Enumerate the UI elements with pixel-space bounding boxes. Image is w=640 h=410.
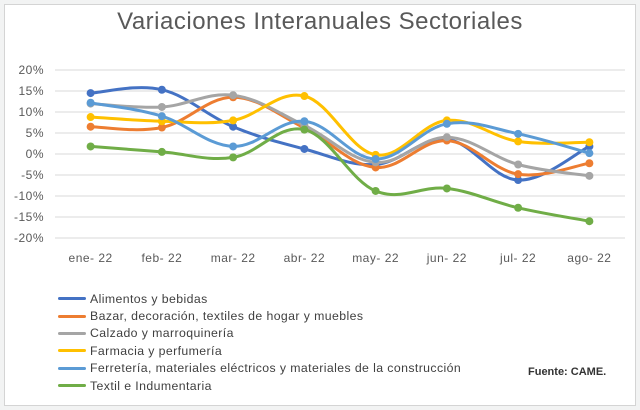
chart-frame [4,4,636,406]
y-tick-label: -15% [14,210,44,224]
legend-label: Alimentos y bebidas [90,291,208,306]
data-point [86,122,95,131]
data-point [300,125,309,134]
legend-item: Calzado y marroquinería [58,325,461,342]
legend-swatch [58,331,86,335]
data-point [157,123,166,132]
x-tick-label: feb- 22 [141,251,182,265]
x-tick-label: jun- 22 [426,251,467,265]
data-point [514,203,523,212]
data-point [229,91,238,100]
source-note: Fuente: CAME. [528,366,607,378]
data-point [442,133,451,142]
data-point [229,122,238,131]
y-tick-label: -10% [14,189,44,203]
legend-item: Ferretería, materiales eléctricos y mate… [58,360,461,377]
y-tick-label: 10% [18,105,44,119]
x-tick-label: mar- 22 [211,251,256,265]
data-point [585,159,594,168]
legend-swatch [58,384,86,388]
legend-swatch [58,366,86,370]
y-tick-label: -20% [14,231,44,245]
data-point [371,186,380,195]
data-point [229,142,238,151]
data-point [86,98,95,107]
legend-item: Alimentos y bebidas [58,290,461,307]
data-point [300,117,309,126]
data-point [514,176,523,185]
legend-swatch [58,297,86,301]
data-point [157,147,166,156]
data-point [514,137,523,146]
x-tick-label: ene- 22 [69,251,113,265]
data-point [514,170,523,179]
series-line [89,93,591,178]
data-point [157,102,166,111]
data-point [229,116,238,125]
legend: Alimentos y bebidas Bazar, decoración, te… [58,290,461,394]
data-point [157,112,166,121]
data-point [86,113,95,122]
data-point [300,92,309,101]
legend-label: Farmacia y perfumería [90,343,223,358]
y-tick-label: 15% [18,84,44,98]
data-point [514,160,523,169]
series-line [89,95,591,177]
x-tick-label: jul- 22 [499,251,536,265]
legend-item: Farmacia y perfumería [58,342,461,359]
series-line [89,127,591,223]
y-tick-label: -5% [21,168,44,182]
legend-swatch [58,314,86,318]
y-tick-label: 20% [18,63,44,77]
data-point [229,153,238,162]
y-tick-label: 0% [26,147,44,161]
legend-label: Textil e Indumentaria [90,378,212,393]
data-point [442,119,451,128]
x-tick-label: ago- 22 [567,251,611,265]
y-tick-label: 5% [26,126,44,140]
legend-label: Ferretería, materiales eléctricos y mate… [90,361,462,376]
series-line [89,101,591,161]
data-point [442,184,451,193]
legend-label: Bazar, decoración, textiles de hogar y m… [90,309,364,324]
data-point [86,89,95,98]
data-point [585,149,594,158]
legend-item: Textil e Indumentaria [58,377,461,394]
data-point [585,138,594,147]
data-point [514,129,523,138]
data-point [300,144,309,153]
data-point [371,155,380,164]
x-tick-label: may- 22 [352,251,399,265]
data-point [585,171,594,180]
data-point [157,85,166,94]
x-tick-label: abr- 22 [284,251,326,265]
legend-swatch [58,349,86,353]
data-point [86,142,95,151]
legend-item: Bazar, decoración, textiles de hogar y m… [58,307,461,324]
legend-label: Calzado y marroquinería [90,326,234,341]
chart-title: Variaciones Interanuales Sectoriales [117,8,523,35]
data-point [585,217,594,226]
